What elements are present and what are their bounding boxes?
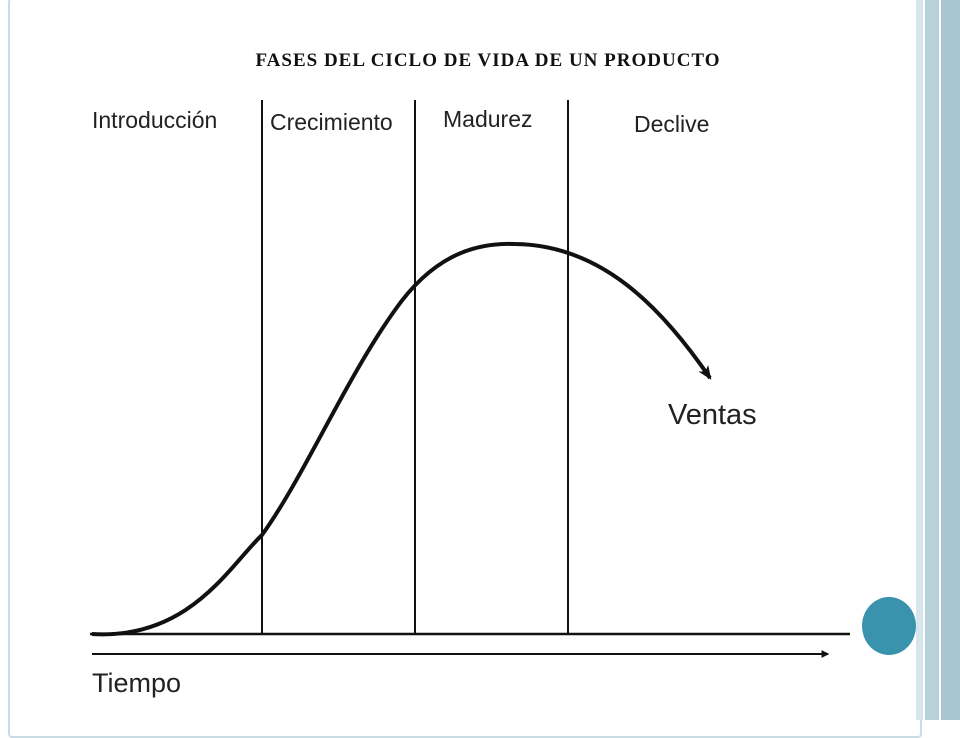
diagram-area: [82, 96, 856, 710]
phase-label-crecimiento: Crecimiento: [270, 109, 393, 135]
side-stripes: [916, 0, 960, 720]
accent-dot: [862, 597, 916, 655]
phase-label-madurez: Madurez: [443, 106, 532, 132]
curve-label-ventas: Ventas: [668, 399, 757, 431]
sales-curve: [91, 241, 712, 637]
product-life-cycle-diagram: Introducción Crecimiento Madurez Declive…: [90, 100, 850, 698]
slide-title: FASES DEL CICLO DE VIDA DE UN PRODUCTO: [255, 50, 721, 71]
phase-label-declive: Declive: [634, 111, 709, 137]
phase-label-introduccion: Introducción: [92, 107, 217, 133]
axis-label-tiempo: Tiempo: [92, 668, 181, 698]
